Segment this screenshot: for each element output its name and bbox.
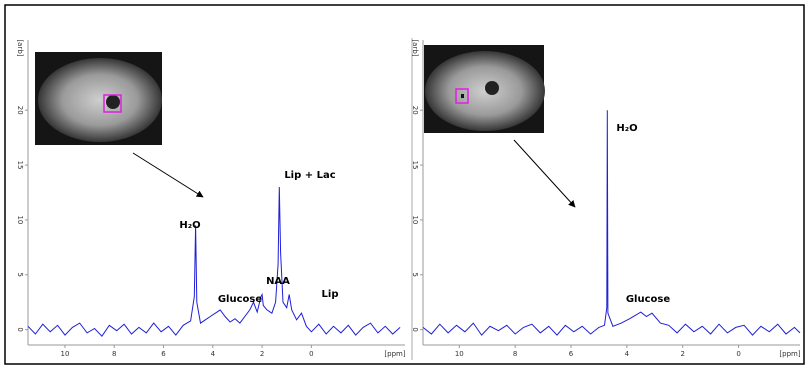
peak-annotation: NAA [266,276,290,287]
x-tick-label: 6 [161,350,166,358]
y-tick-label: 10 [411,215,419,224]
y-tick-label: 5 [411,273,419,277]
peak-annotation: Lip [322,289,339,300]
peak-annotation: Lip + Lac [284,170,335,181]
y-axis-label: [arb] [411,39,419,56]
inset-left [35,52,162,145]
spectrum-line [423,110,800,335]
x-tick-label: 4 [625,350,630,358]
x-tick-label: 8 [513,350,517,358]
x-axis-label: [ppm] [779,350,800,358]
peak-annotation: H₂O [616,123,637,134]
y-tick-label: 20 [16,106,24,115]
peak-annotation: Glucose [626,294,671,305]
x-tick-label: 6 [569,350,574,358]
y-tick-label: 20 [411,106,419,115]
y-tick-label: 15 [16,161,24,170]
arrow [514,140,575,207]
x-tick-label: 4 [211,350,216,358]
y-tick-label: 15 [411,161,419,170]
x-tick-label: 10 [455,350,464,358]
x-tick-label: 2 [260,350,264,358]
arrow [133,153,203,197]
x-tick-label: 10 [60,350,69,358]
y-tick-label: 0 [16,327,24,331]
y-tick-label: 5 [16,273,24,277]
y-tick-label: 0 [411,327,419,331]
peak-annotation: H₂O [179,220,200,231]
y-tick-label: 10 [16,215,24,224]
figure: 051015201086420[ppm][arb]H₂OGlucoseNAALi… [0,0,809,369]
x-tick-label: 2 [680,350,684,358]
x-axis-label: [ppm] [384,350,405,358]
x-tick-label: 8 [112,350,116,358]
spectrum-line [28,187,400,336]
peak-annotation: Glucose [218,294,263,305]
x-tick-label: 0 [309,350,313,358]
inset-right [424,45,545,133]
y-axis-label: [arb] [16,39,24,56]
x-tick-label: 0 [736,350,740,358]
